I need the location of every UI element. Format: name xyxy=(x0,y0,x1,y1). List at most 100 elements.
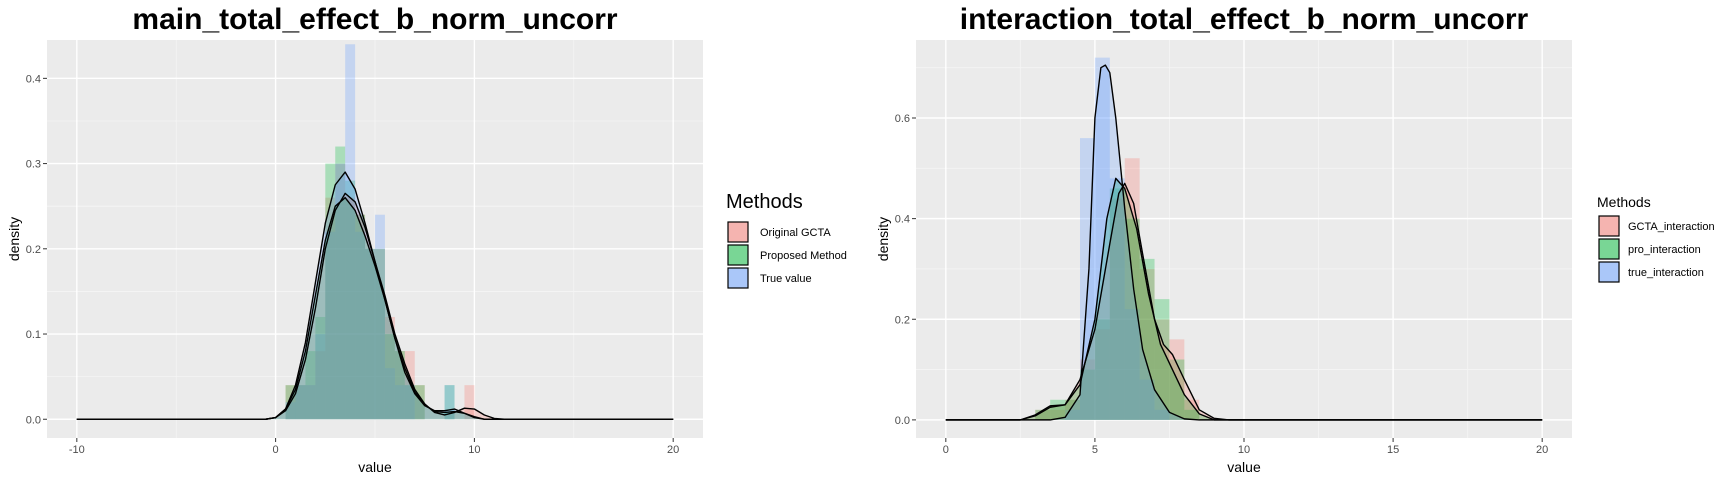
histogram-bar xyxy=(404,385,415,420)
x-tick-label: 20 xyxy=(1536,444,1548,456)
y-axis-title: density xyxy=(875,217,891,261)
histogram-bar xyxy=(355,231,366,420)
histogram-bar xyxy=(295,385,306,420)
y-tick-label: 0.3 xyxy=(26,159,41,171)
legend-label: Original GCTA xyxy=(760,227,831,239)
histogram-bar xyxy=(414,385,425,420)
histogram-bar xyxy=(1050,409,1066,420)
histogram-bar xyxy=(1139,379,1155,420)
histogram-bar xyxy=(384,334,395,420)
x-tick-label: 20 xyxy=(667,444,679,456)
density-line xyxy=(76,192,674,420)
histogram-bar xyxy=(1109,188,1125,420)
histogram-bar xyxy=(355,214,366,420)
density-fill xyxy=(945,178,1543,420)
histogram-bar xyxy=(1094,319,1110,420)
x-tick-label: 10 xyxy=(468,444,480,456)
density-fill xyxy=(76,193,674,420)
histogram-bar xyxy=(384,316,395,420)
histogram-bar xyxy=(325,231,336,420)
legend-key xyxy=(727,267,749,289)
histogram-bar xyxy=(1035,409,1051,420)
histogram-bar xyxy=(1109,198,1125,420)
histogram-bar xyxy=(444,385,455,420)
legend-key xyxy=(1598,215,1620,237)
chart-title: main_total_effect_b_norm_uncorr xyxy=(132,3,617,36)
histogram-bar xyxy=(315,316,326,420)
x-axis-title: value xyxy=(1227,459,1261,475)
x-tick-label: 0 xyxy=(943,444,949,456)
y-tick-label: 0.2 xyxy=(895,314,910,326)
x-tick-label: 15 xyxy=(1387,444,1399,456)
density-line xyxy=(945,177,1543,421)
histogram-bar xyxy=(404,385,415,420)
histogram-bar xyxy=(1035,409,1051,420)
histogram-bar xyxy=(335,163,346,420)
histogram-bar xyxy=(1109,178,1125,420)
legend-label: GCTA_interaction xyxy=(1628,221,1715,233)
y-tick-label: 0.4 xyxy=(26,73,41,85)
histogram-bar xyxy=(305,385,316,420)
histogram-bar xyxy=(345,197,356,420)
legend-title: Methods xyxy=(1597,194,1651,210)
histogram-bar xyxy=(404,351,415,420)
y-tick-label: 0.6 xyxy=(895,113,910,125)
histogram-bar xyxy=(444,385,455,420)
legend-key xyxy=(727,244,749,266)
legend-label: Proposed Method xyxy=(760,250,847,262)
density-line xyxy=(945,64,1543,421)
y-tick-label: 0.0 xyxy=(26,414,41,426)
x-tick-label: 0 xyxy=(273,444,279,456)
histogram-bar xyxy=(1154,409,1170,420)
legend: Methods Original GCTA Proposed Method True … xyxy=(726,191,847,289)
histogram-bar xyxy=(1080,369,1095,420)
histogram-bar xyxy=(325,163,336,420)
y-tick-label: 0.0 xyxy=(895,415,910,427)
density-line xyxy=(945,182,1543,421)
legend-label: pro_interaction xyxy=(1628,244,1701,256)
histogram-bar xyxy=(1124,218,1140,420)
histogram-bar xyxy=(1169,359,1185,420)
x-tick-label: -10 xyxy=(69,444,85,456)
density-fill xyxy=(76,197,674,420)
histogram-bar xyxy=(345,44,356,420)
chart-2: interaction_total_effect_b_norm_uncorr 0 5… xyxy=(875,3,1715,475)
histogram-bar xyxy=(1065,399,1080,420)
histogram-bar xyxy=(315,351,326,420)
histogram-bar xyxy=(375,214,385,420)
histogram-bar xyxy=(1184,399,1200,420)
histogram-bar xyxy=(1124,158,1140,420)
density-fill xyxy=(945,183,1543,420)
histogram-bar xyxy=(335,146,346,420)
x-axis-title: value xyxy=(358,459,392,475)
legend-label: True value xyxy=(760,273,812,285)
histogram-bar xyxy=(464,385,475,420)
histogram-bar xyxy=(1139,268,1155,420)
legend-key xyxy=(1598,238,1620,260)
histogram-bar xyxy=(1080,359,1095,420)
density-line xyxy=(76,196,674,420)
y-tick-label: 0.1 xyxy=(26,329,41,341)
density-line xyxy=(76,171,674,420)
histogram-bar xyxy=(1065,399,1080,420)
histogram-bar xyxy=(1094,329,1110,420)
histogram-bar xyxy=(394,351,405,420)
legend-key xyxy=(1598,261,1620,283)
histogram-bar xyxy=(295,385,306,420)
histogram-bar xyxy=(315,334,326,420)
histogram-bar xyxy=(414,385,425,420)
histogram-bar xyxy=(285,402,296,420)
histogram-bar xyxy=(1065,409,1080,420)
legend: Methods GCTA_interaction pro_interactiontr… xyxy=(1597,194,1715,283)
histogram-bar xyxy=(305,351,316,420)
legend-key xyxy=(727,221,749,243)
histogram-bar xyxy=(375,248,385,420)
density-fill xyxy=(76,172,674,420)
x-tick-label: 5 xyxy=(1092,444,1098,456)
histogram-bar xyxy=(345,180,356,420)
chart-1: main_total_effect_b_norm_uncorr -10 0 10 20 0… xyxy=(6,3,847,475)
legend-title: Methods xyxy=(726,191,803,213)
histogram-bar xyxy=(384,368,395,420)
legend-label: true_interaction xyxy=(1628,267,1704,279)
